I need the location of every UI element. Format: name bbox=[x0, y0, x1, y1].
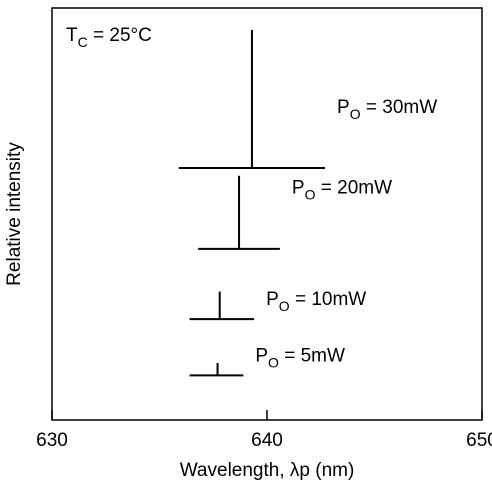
y-axis-title: Relative intensity bbox=[4, 142, 25, 286]
condition-label: TC = 25°C bbox=[66, 25, 152, 50]
series-label: PO = 5mW bbox=[255, 345, 345, 370]
spectra bbox=[178, 30, 326, 377]
x-axis-title: Wavelength, λp (nm) bbox=[180, 460, 355, 481]
series-labels: PO = 30mW PO = 20mW PO = 10mW PO = 5mW bbox=[255, 97, 437, 371]
series-label: PO = 30mW bbox=[337, 97, 437, 122]
x-tick-label: 650 bbox=[466, 430, 492, 451]
series-label: PO = 10mW bbox=[266, 289, 366, 314]
x-tick-label: 630 bbox=[36, 430, 68, 451]
x-tick-label: 640 bbox=[251, 430, 283, 451]
x-ticks: 630 640 650 bbox=[36, 410, 492, 451]
series-label: PO = 20mW bbox=[292, 178, 392, 203]
